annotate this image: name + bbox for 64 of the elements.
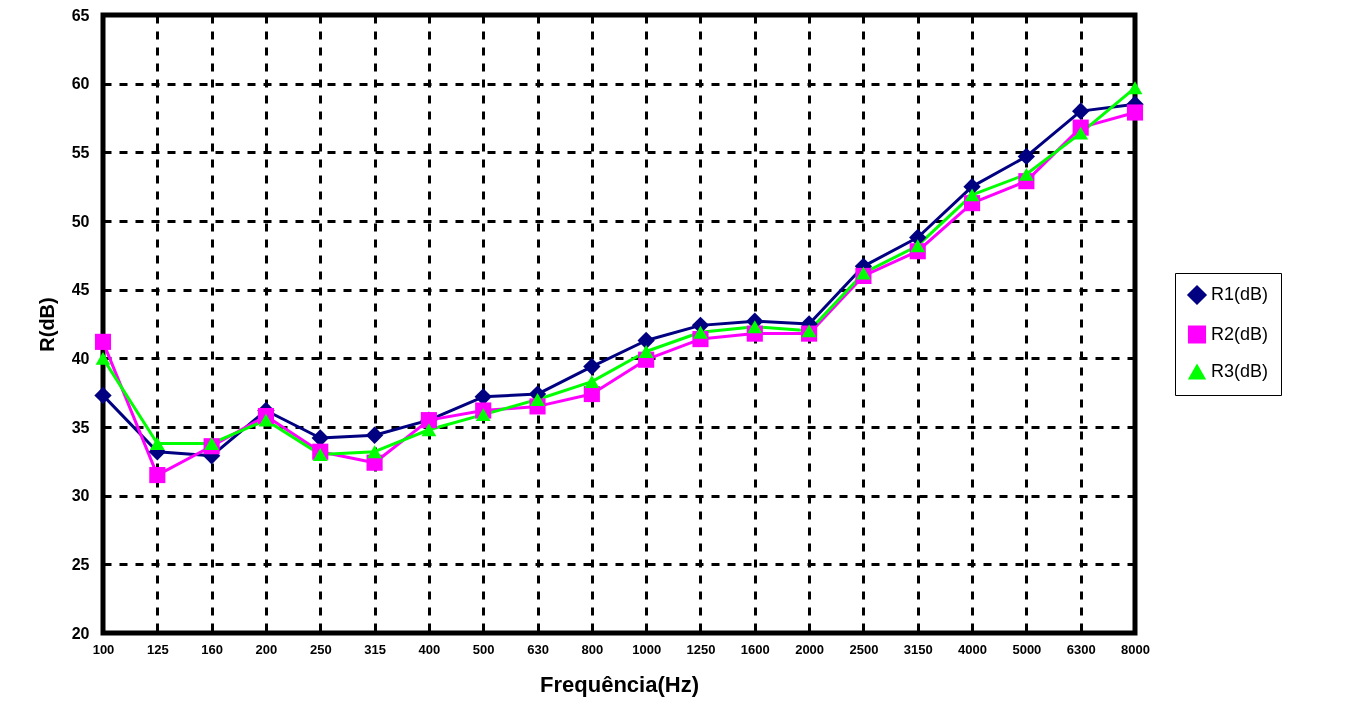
y-tick-label: 20 — [71, 624, 90, 642]
x-tick-label: 500 — [472, 641, 495, 657]
point — [801, 324, 817, 338]
point — [365, 426, 384, 444]
point — [856, 266, 871, 280]
x-tick-label: 4000 — [958, 641, 988, 657]
x-tick-label: 250 — [309, 641, 332, 657]
x-tick-label: 630 — [527, 641, 549, 657]
point — [421, 423, 437, 437]
point — [367, 445, 382, 459]
x-tick-label: 8000 — [1121, 641, 1150, 657]
x-tick-label: 2500 — [849, 641, 879, 657]
point — [149, 437, 165, 450]
x-tick-label: 160 — [201, 641, 223, 657]
y-tick-label: 55 — [71, 143, 90, 161]
point — [475, 408, 491, 422]
y-tick-label: 65 — [71, 6, 90, 24]
y-tick-label: 40 — [71, 349, 90, 367]
point — [910, 239, 926, 253]
point — [95, 351, 111, 365]
point — [693, 325, 708, 339]
y-tick-label: 35 — [71, 418, 90, 436]
point — [1126, 104, 1144, 121]
x-tick-label: 315 — [364, 641, 386, 657]
point — [747, 320, 763, 334]
y-tick-label: 60 — [71, 75, 90, 93]
legend-label: R2(dB) — [1211, 323, 1269, 344]
y-tick-label: 50 — [71, 212, 90, 230]
y-tick-label: 45 — [71, 281, 90, 299]
point — [638, 345, 654, 358]
point — [1017, 147, 1036, 166]
x-tick-label: 1250 — [686, 641, 716, 657]
y-tick-label: 30 — [71, 487, 90, 505]
legend-label: R3(dB) — [1211, 361, 1269, 381]
point — [964, 188, 980, 202]
x-tick-label: 125 — [146, 641, 169, 657]
x-tick-label: 6300 — [1066, 641, 1096, 657]
x-tick-label: 1600 — [740, 641, 770, 657]
x-tick-label: 5000 — [1012, 641, 1042, 657]
point — [583, 357, 601, 376]
point — [1127, 81, 1143, 95]
point — [312, 448, 328, 461]
legend-label: R1(dB) — [1211, 284, 1269, 304]
point — [204, 437, 220, 450]
point — [530, 393, 545, 406]
point — [1018, 167, 1034, 181]
point — [94, 386, 112, 405]
x-tick-label: 2000 — [795, 641, 825, 657]
point — [584, 375, 600, 389]
point — [149, 467, 166, 484]
x-tick-label: 1000 — [632, 641, 662, 657]
point — [637, 331, 655, 350]
point — [1072, 102, 1090, 120]
y-tick-label: 25 — [71, 555, 90, 573]
point — [1073, 126, 1089, 140]
x-tick-label: 200 — [255, 641, 278, 657]
x-tick-label: 3150 — [903, 641, 933, 657]
x-tick-label: 400 — [418, 641, 441, 657]
y-axis-title: R(dB) — [35, 297, 58, 352]
x-tick-label: 100 — [92, 641, 115, 657]
point — [258, 413, 274, 427]
point — [94, 333, 112, 350]
x-axis-title: Frequência(Hz) — [540, 671, 699, 697]
x-tick-label: 800 — [581, 641, 604, 657]
